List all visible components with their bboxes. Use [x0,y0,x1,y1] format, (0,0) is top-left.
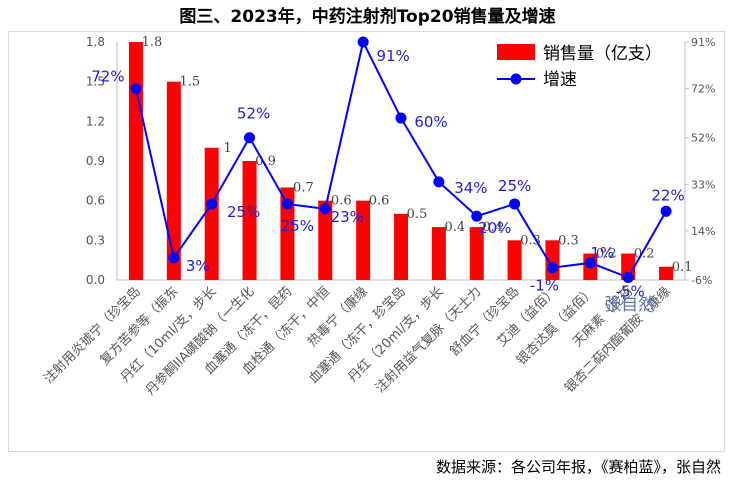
legend-bar-swatch [497,44,535,60]
growth-point [433,176,445,188]
growth-value-label: 52% [237,105,270,123]
growth-point [509,198,521,210]
growth-point [319,203,331,215]
y-right-tick-label: 91% [691,36,715,49]
y-right-tick-label: 33% [691,178,715,191]
growth-value-label: 23% [331,208,364,226]
x-category-label: 舒血宁（珍宝岛 [447,284,523,360]
bar-value-label: 0.4 [482,220,503,235]
bar [280,187,295,280]
bar [394,213,408,280]
growth-point [206,198,218,210]
y-left-tick-label: 0.0 [86,273,105,287]
growth-value-label: 25% [227,203,260,221]
bar-value-label: 0.7 [293,180,314,195]
y-right-tick-label: 52% [691,132,715,145]
growth-point [281,198,293,210]
source-note: 数据来源：各公司年报，《赛柏蓝》，张自然 [435,458,721,476]
growth-point [395,112,407,124]
y-right-tick-label: -6% [691,274,712,287]
y-right-tick-label: 14% [691,225,715,238]
growth-point [357,36,369,48]
growth-value-label: 3% [186,257,210,275]
legend-line-marker [510,73,522,85]
growth-value-label: 34% [454,179,487,197]
bar-value-label: 1.8 [142,35,163,50]
growth-value-label: 72% [91,68,124,86]
growth-point [244,132,256,144]
growth-value-label: 20% [478,219,511,237]
bar [204,147,219,280]
legend-bar-label: 销售量（亿支） [543,44,662,64]
bar [318,200,333,280]
growth-point [660,205,672,217]
growth-value-label: -5% [616,283,645,301]
bar [469,227,484,280]
bar-value-label: 0.2 [596,247,617,262]
y-left-tick-label: 0.3 [86,233,105,247]
growth-value-label: -1% [530,277,559,295]
bar [128,42,143,280]
bar [431,227,446,280]
bar [242,161,257,280]
y-left-tick-label: 0.6 [86,194,105,208]
watermark-text: 张自然 [604,295,655,315]
y-right-tick-label: 72% [691,83,715,96]
growth-value-label: 25% [498,177,531,195]
growth-point [130,83,142,95]
growth-point [471,210,483,222]
bar-value-label: 0.6 [369,194,390,209]
bar-value-label: 0.3 [558,233,579,248]
y-left-tick-label: 1.5 [86,75,105,89]
bar [166,81,181,281]
bar [659,266,674,280]
growth-value-label: 22% [651,186,684,204]
bar-value-label: 0.6 [331,194,352,209]
growth-point [622,272,634,284]
growth-value-label: 25% [281,217,314,235]
growth-point [168,252,180,264]
legend-line-label: 增速 [543,70,577,90]
bar-value-label: 0.3 [520,233,541,248]
chart-frame [8,31,725,452]
bar [507,240,522,280]
growth-point [584,257,596,269]
bar [356,200,371,280]
chart-title: 图三、2023年，中药注射剂Top20销售量及增速 [179,7,556,27]
bar-value-label: 0.1 [672,260,693,275]
y-left-tick-label: 1.8 [86,35,105,49]
bar-value-label: 1.5 [179,75,200,90]
growth-value-label: 1% [590,244,614,262]
bar-value-label: 1 [224,141,232,156]
growth-value-label: 91% [376,47,409,65]
growth-value-label: 60% [414,113,447,131]
growth-point [546,262,558,274]
y-left-tick-label: 1.2 [86,114,105,128]
y-left-tick-label: 0.9 [86,154,105,168]
bar-value-label: 0.4 [445,220,466,235]
bar-value-label: 0.5 [407,207,428,222]
